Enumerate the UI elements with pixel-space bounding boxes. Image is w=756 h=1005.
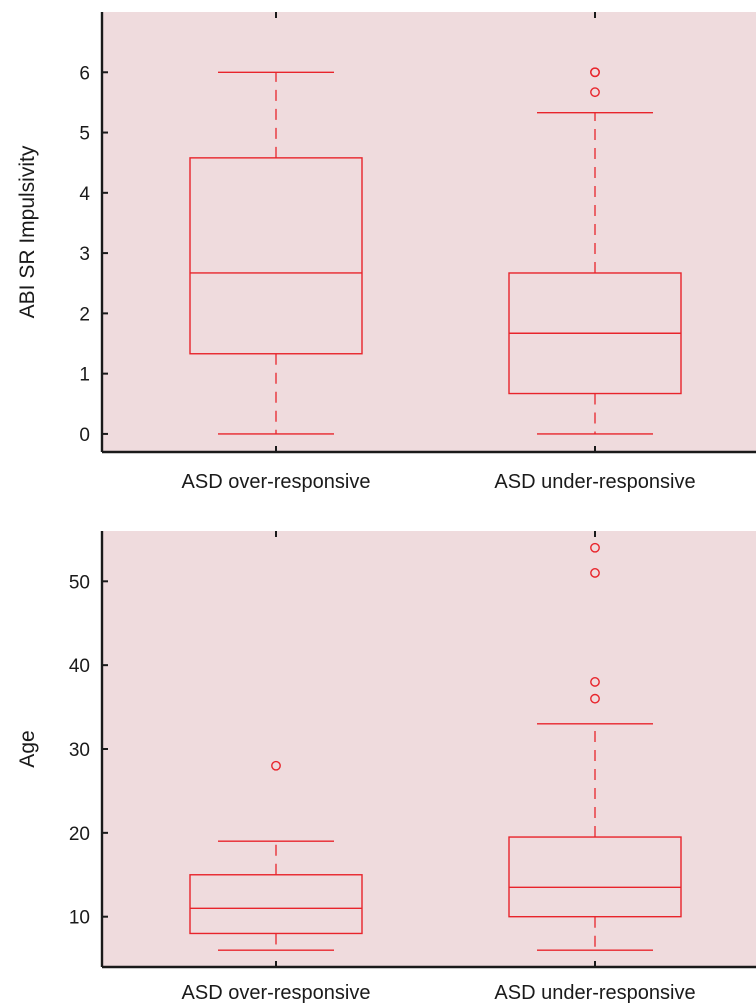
y-tick-label: 30 — [69, 740, 90, 761]
y-axis-title: ABI SR Impulsivity — [16, 145, 39, 318]
outlier-point — [590, 67, 600, 78]
iqr-box — [189, 157, 363, 355]
x-category-label: ASD under-responsive — [494, 471, 695, 493]
y-tick-label: 4 — [79, 184, 90, 205]
outlier-point — [590, 568, 600, 578]
y-tick-label: 50 — [69, 572, 90, 593]
box-1 — [189, 71, 363, 435]
y-tick-label: 1 — [79, 365, 90, 386]
box-2 — [508, 542, 682, 951]
y-tick-label: 20 — [69, 824, 90, 845]
y-tick-label: 6 — [79, 63, 90, 84]
plot-area — [102, 531, 756, 967]
box-2 — [508, 67, 682, 435]
box-1 — [189, 760, 363, 951]
chart-panel-1: 0 1 2 3 4 5 6 ASD over-responsive ASD under-resp… — [16, 12, 756, 493]
outlier-point — [271, 760, 281, 771]
chart-panel-2: 10 20 30 40 50 ASD over-responsive ASD under-r… — [16, 531, 756, 1004]
iqr-box — [189, 874, 363, 935]
y-tick-label: 40 — [69, 656, 90, 677]
outlier-point — [590, 542, 600, 553]
y-axis-title: Age — [16, 730, 39, 767]
x-category-label: ASD under-responsive — [494, 982, 695, 1004]
iqr-box — [508, 836, 682, 918]
y-tick-label: 5 — [79, 124, 90, 145]
outlier-point — [590, 677, 600, 687]
y-tick-label: 10 — [69, 908, 90, 929]
y-tick-label: 0 — [79, 425, 90, 446]
outlier-point — [590, 87, 600, 98]
x-category-label: ASD over-responsive — [182, 471, 371, 493]
y-tick-label: 2 — [79, 304, 90, 325]
x-category-label: ASD over-responsive — [182, 982, 371, 1004]
outlier-point — [590, 693, 600, 704]
plot-area — [102, 12, 756, 452]
y-tick-label: 3 — [79, 244, 90, 265]
